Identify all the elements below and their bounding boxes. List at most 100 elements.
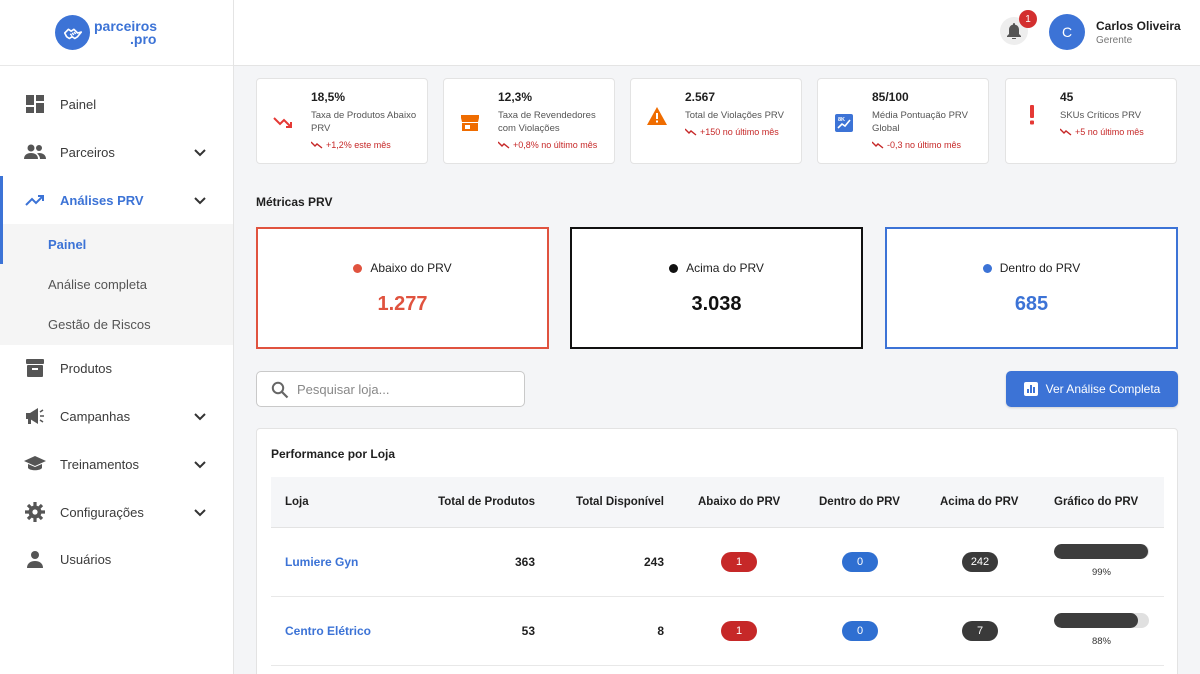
store-icon <box>460 113 480 133</box>
sidebar-item-parceiros[interactable]: Parceiros <box>0 128 233 176</box>
kpi-trend: +1,2% este mês <box>311 140 391 150</box>
chevron-down-icon <box>192 504 208 520</box>
column-header: Abaixo do PRV <box>698 496 781 508</box>
handshake-icon <box>55 15 90 50</box>
kpi-trend-text: +150 no último mês <box>700 127 779 137</box>
sidebar-item-produtos[interactable]: Produtos <box>0 344 233 392</box>
metric-label-text: Abaixo do PRV <box>370 261 452 275</box>
kpi-trend-text: +5 no último mês <box>1075 127 1144 137</box>
kpi-card: 2.567 Total de Violações PRV +150 no últ… <box>630 78 802 164</box>
submenu-item-label: Análise completa <box>48 276 147 292</box>
warning-icon <box>647 106 667 126</box>
column-header: Total de Produtos <box>438 496 535 508</box>
bell-icon <box>1007 23 1021 39</box>
kpi-value: 12,3% <box>498 90 533 104</box>
within-prv-badge: 0 <box>842 552 878 572</box>
sidebar-item-treinamentos[interactable]: Treinamentos <box>0 440 233 488</box>
kpi-value: 45 <box>1060 90 1074 104</box>
below-prv-badge: 1 <box>721 552 757 572</box>
column-header: Loja <box>285 496 309 508</box>
kpi-label: Taxa de Revendedores com Violações <box>498 110 596 134</box>
store-link[interactable]: Centro Elétrico <box>285 624 372 638</box>
top-header: 1 C Carlos Oliveira Gerente <box>234 0 1200 66</box>
sidebar-item-campanhas[interactable]: Campanhas <box>0 392 233 440</box>
metric-card-below[interactable]: Abaixo do PRV 1.277 <box>256 227 549 349</box>
kpi-value: 85/100 <box>872 90 909 104</box>
table-row: Centro Elétrico 53 8 1 0 7 88% <box>271 597 1164 666</box>
notification-count-badge: 1 <box>1019 10 1037 28</box>
user-role: Gerente <box>1096 35 1133 46</box>
brand-logo[interactable]: parceiros .pro <box>0 0 233 66</box>
sidebar-item-analises-prv[interactable]: Análises PRV <box>0 176 233 224</box>
brand-name-line1: parceiros <box>94 17 158 34</box>
kpi-card: 18,5% Taxa de Produtos Abaixo PRV +1,2% … <box>256 78 428 164</box>
view-full-analysis-button[interactable]: Ver Análise Completa <box>1006 371 1178 407</box>
trending-down-icon <box>685 128 697 136</box>
metric-label-text: Acima do PRV <box>686 261 764 275</box>
search-icon <box>271 381 289 399</box>
submenu-item-gestao-de-riscos[interactable]: Gestão de Riscos <box>0 304 233 344</box>
column-header: Gráfico do PRV <box>1054 496 1139 508</box>
metric-card-above[interactable]: Acima do PRV 3.038 <box>570 227 863 349</box>
status-dot <box>669 263 679 273</box>
submenu-item-painel[interactable]: Painel <box>0 224 233 264</box>
metric-label: Dentro do PRV <box>887 261 1176 275</box>
user-name: Carlos Oliveira <box>1096 19 1181 33</box>
status-dot <box>982 263 992 273</box>
brand-name-line2: .pro <box>130 30 157 47</box>
sidebar-item-label: Campanhas <box>60 408 131 424</box>
trending-down-icon <box>498 141 510 149</box>
trending-down-icon <box>872 141 884 149</box>
brand-name: parceiros .pro <box>94 17 158 47</box>
kpi-card: 45 SKUs Críticos PRV +5 no último mês <box>1005 78 1177 164</box>
kpi-value: 18,5% <box>311 90 346 104</box>
trending-up-icon <box>24 189 46 211</box>
prv-progress-bar <box>1054 544 1149 559</box>
kpi-trend-text: +1,2% este mês <box>326 140 391 150</box>
sidebar-item-label: Análises PRV <box>60 192 144 208</box>
gear-icon <box>24 501 46 523</box>
metric-label: Acima do PRV <box>572 261 861 275</box>
sidebar-item-label: Usuários <box>60 551 112 567</box>
score-icon: 8K <box>834 113 854 133</box>
person-icon <box>24 548 46 570</box>
trending-down-icon <box>1060 128 1072 136</box>
search-input[interactable] <box>297 378 517 400</box>
within-prv-badge: 0 <box>842 621 878 641</box>
metric-value: 685 <box>1014 293 1049 315</box>
sidebar-item-label: Treinamentos <box>60 456 139 472</box>
exclamation-icon <box>1022 105 1042 125</box>
sidebar-item-configuracoes[interactable]: Configurações <box>0 488 233 536</box>
kpi-trend: +5 no último mês <box>1060 127 1144 137</box>
metric-value: 1.277 <box>377 293 428 315</box>
cta-label: Ver Análise Completa <box>1045 382 1161 396</box>
column-header: Total Disponível <box>576 496 664 508</box>
megaphone-icon <box>24 405 46 427</box>
submenu-item-label: Painel <box>48 236 87 252</box>
metric-label: Abaixo do PRV <box>258 261 547 275</box>
graduation-cap-icon <box>24 453 46 475</box>
store-performance-table: Performance por Loja Loja Total de Produ… <box>256 428 1178 674</box>
sidebar-item-label: Parceiros <box>60 144 115 160</box>
chevron-down-icon <box>192 192 208 208</box>
store-link[interactable]: Lumiere Gyn <box>285 555 359 569</box>
kpi-label: SKUs Críticos PRV <box>1060 110 1142 121</box>
chevron-down-icon <box>192 456 208 472</box>
submenu-item-analise-completa[interactable]: Análise completa <box>0 264 233 304</box>
kpi-trend-text: -0,3 no último mês <box>887 140 962 150</box>
sidebar-item-painel[interactable]: Painel <box>0 80 233 128</box>
avatar[interactable]: C <box>1049 14 1085 50</box>
kpi-trend: -0,3 no último mês <box>872 140 961 150</box>
above-prv-badge: 7 <box>962 621 998 641</box>
kpi-value: 2.567 <box>685 90 716 104</box>
below-prv-badge: 1 <box>721 621 757 641</box>
sidebar-submenu: Painel Análise completa Gestão de Riscos <box>0 224 233 345</box>
svg-text:8K: 8K <box>838 117 845 123</box>
archive-box-icon <box>24 357 46 379</box>
metric-card-within[interactable]: Dentro do PRV 685 <box>885 227 1178 349</box>
kpi-trend: +150 no último mês <box>685 127 779 137</box>
sidebar: parceiros .pro Painel Parceiros Análises… <box>0 0 234 674</box>
sidebar-item-usuarios[interactable]: Usuários <box>0 535 233 583</box>
table-title: Performance por Loja <box>271 447 396 461</box>
kpi-label: Média Pontuação PRV Global <box>872 110 968 134</box>
